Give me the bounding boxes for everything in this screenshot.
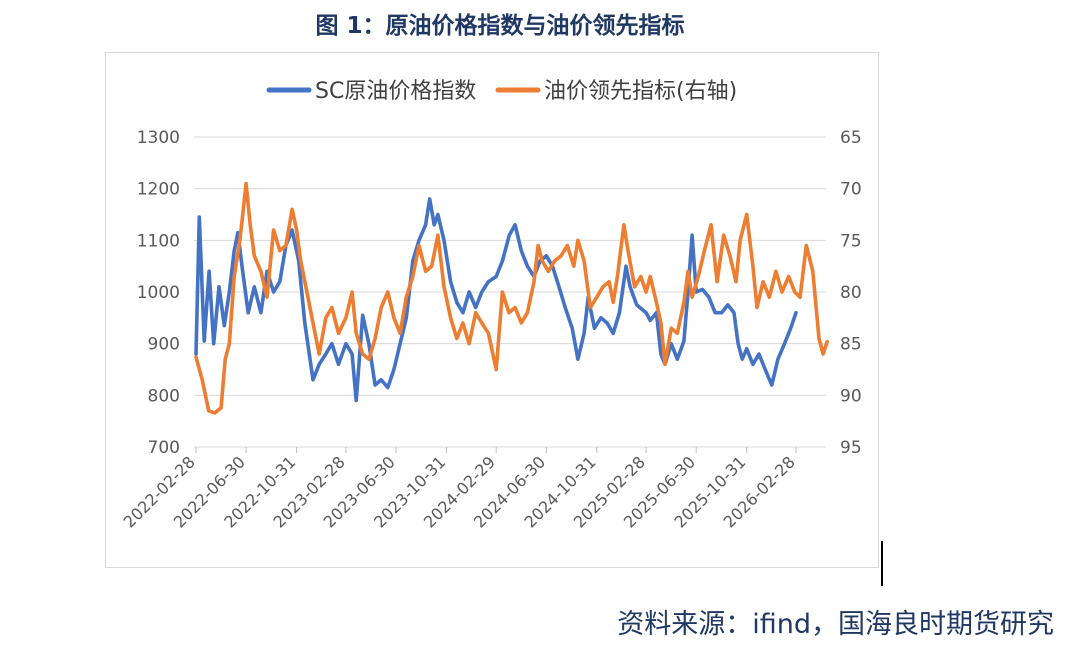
legend: SC原油价格指数 油价领先指标(右轴) bbox=[266, 79, 737, 104]
source-note: 资料来源：ifind，国海良时期货研究 bbox=[617, 609, 1054, 640]
divider-bar bbox=[881, 541, 883, 586]
y-left-tick-label: 1200 bbox=[137, 180, 180, 200]
y-left-tick-label: 1100 bbox=[137, 231, 180, 251]
series-line-leading-indicator bbox=[194, 181, 830, 415]
y-right-tick-label: 90 bbox=[840, 386, 862, 406]
line-chart: 700 800 900 1000 1100 1200 1300 65 70 75 80 85 90 95… bbox=[120, 79, 862, 532]
y-axis-left: 700 800 900 1000 1100 1200 1300 bbox=[137, 128, 180, 458]
y-left-tick-label: 1300 bbox=[137, 128, 180, 148]
y-right-tick-label: 85 bbox=[840, 335, 862, 355]
x-axis: 2022-02-282022-06-302022-10-312023-02-28… bbox=[120, 447, 799, 532]
y-right-tick-label: 95 bbox=[840, 438, 862, 458]
y-right-tick-label: 80 bbox=[840, 283, 862, 303]
y-right-tick-label: 75 bbox=[840, 231, 862, 251]
y-right-tick-label: 65 bbox=[840, 128, 862, 148]
figure-title: 图 1：原油价格指数与油价领先指标 bbox=[315, 13, 685, 39]
y-right-tick-label: 70 bbox=[840, 180, 862, 200]
series-layer bbox=[194, 181, 830, 415]
y-left-tick-label: 800 bbox=[148, 386, 180, 406]
y-left-tick-label: 900 bbox=[148, 335, 180, 355]
legend-label: 油价领先指标(右轴) bbox=[544, 79, 737, 104]
chart-frame: 700 800 900 1000 1100 1200 1300 65 70 75 80 85 90 95… bbox=[105, 52, 879, 568]
y-left-tick-label: 700 bbox=[148, 438, 180, 458]
legend-label: SC原油价格指数 bbox=[315, 79, 476, 104]
y-axis-right: 65 70 75 80 85 90 95 bbox=[840, 128, 862, 458]
y-left-tick-label: 1000 bbox=[137, 283, 180, 303]
grid-lines bbox=[194, 136, 826, 448]
